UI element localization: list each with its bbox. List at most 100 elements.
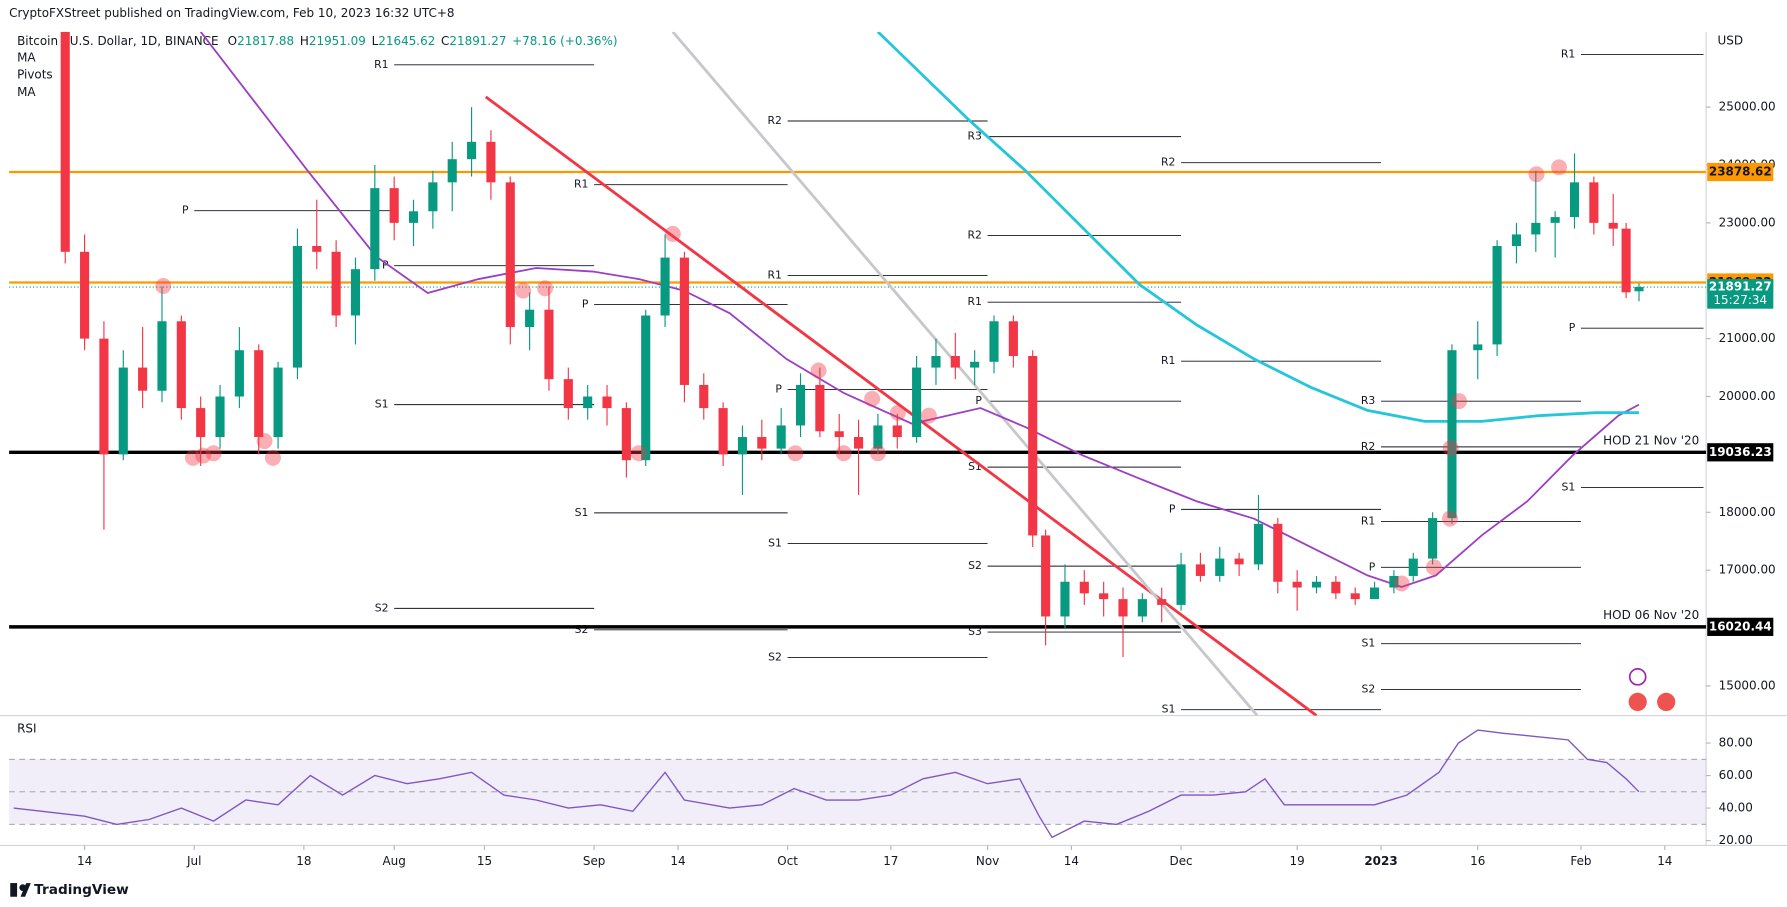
highlight	[195, 447, 212, 464]
candle-body	[621, 408, 631, 461]
level-label: HOD 21 Nov '20	[1603, 433, 1699, 447]
candle-body	[525, 309, 535, 328]
pivot-label: S1	[1562, 480, 1576, 493]
legend-value: 21951.09	[309, 34, 366, 48]
rsi-tick-label: 80.00	[1719, 736, 1753, 750]
y-tick-label: 15000.00	[1719, 678, 1776, 692]
candle-body	[699, 384, 709, 409]
candle-body	[1569, 182, 1580, 218]
candle-body	[795, 384, 806, 426]
current-price-box	[1707, 279, 1774, 309]
trendline	[484, 95, 1318, 716]
countdown: 15:27:34	[1713, 293, 1767, 307]
level-box	[1707, 162, 1774, 182]
candle-body	[931, 355, 941, 368]
highlight	[889, 404, 906, 421]
highlight	[787, 445, 804, 462]
highlight	[184, 449, 201, 466]
candle-body	[1350, 593, 1360, 600]
level-box	[1707, 617, 1774, 636]
legend-key: O	[228, 34, 237, 48]
candle-body	[331, 251, 341, 316]
pivot-label: S1	[768, 537, 782, 550]
legend-change: +78.16 (+0.36%)	[512, 34, 617, 48]
y-tick-label: 21000.00	[1719, 331, 1776, 345]
x-tick-label: 16	[1470, 854, 1485, 868]
candle-body	[834, 431, 844, 438]
pivot-label: R1	[1161, 354, 1175, 367]
highlight	[264, 449, 281, 466]
x-tick-label: Oct	[777, 854, 798, 868]
candle-body	[1234, 558, 1244, 565]
x-tick-label: 18	[296, 854, 311, 868]
candle-body	[292, 246, 302, 368]
candle-body	[815, 384, 825, 432]
candle-body	[370, 188, 380, 270]
candle-body	[602, 396, 612, 409]
x-tick-label: Nov	[976, 854, 999, 868]
highlight	[869, 445, 886, 462]
candle-body	[563, 379, 573, 409]
pivot-label: S1	[575, 506, 589, 519]
moving-average	[876, 31, 1639, 423]
pivot-label: R3	[967, 130, 982, 143]
x-tick-label: 19	[1290, 854, 1305, 868]
level-label: HOD 06 Nov '20	[1603, 608, 1699, 622]
candle-body	[1215, 558, 1225, 576]
y-tick-label: 20000.00	[1719, 389, 1776, 403]
pivot-label: R3	[1361, 394, 1376, 407]
candle-body	[467, 141, 477, 160]
candle-body	[1621, 228, 1631, 293]
pivot-label: S2	[575, 623, 589, 636]
candle-body	[254, 350, 264, 438]
event-icons	[1628, 668, 1676, 712]
candle-body	[1028, 355, 1038, 536]
level-value: 16020.44	[1709, 619, 1772, 633]
candle-body	[970, 361, 980, 368]
x-tick-label: 14	[77, 854, 92, 868]
candle-body	[1634, 287, 1644, 292]
currency: USD	[1717, 34, 1743, 48]
highlight	[864, 390, 881, 407]
pivot-label: P	[775, 383, 782, 396]
candle-body	[350, 269, 361, 316]
candle-body	[660, 257, 670, 316]
candle-body	[1273, 523, 1283, 582]
rsi-tick-label: 60.00	[1719, 768, 1753, 782]
candle-body	[1118, 599, 1128, 617]
candle-body	[1608, 222, 1618, 229]
highlight	[664, 225, 681, 242]
candle-body	[1447, 350, 1457, 519]
pivot-label: R2	[1161, 156, 1175, 169]
candle-body	[1389, 575, 1399, 588]
x-tick-label: 14	[1064, 854, 1079, 868]
candle-body	[1331, 581, 1341, 594]
candle-body	[176, 321, 186, 409]
level-value: 23878.62	[1709, 165, 1772, 179]
candle-body	[157, 321, 167, 391]
candle-body	[892, 425, 902, 438]
pivot-label: R1	[1361, 515, 1375, 528]
candle-body	[273, 367, 283, 438]
highlight	[515, 282, 532, 299]
candle-body	[138, 367, 148, 391]
highlight	[920, 407, 937, 424]
pivot-label: R2	[1361, 440, 1375, 453]
x-tick-label: 14	[1657, 854, 1672, 868]
candle-body	[505, 182, 515, 328]
candle-body	[447, 159, 457, 183]
highlight	[1528, 166, 1545, 183]
publisher: CryptoFXStreet published on TradingView.…	[9, 6, 454, 20]
candle-body	[854, 437, 864, 449]
rsi-band	[9, 759, 1707, 825]
candle-body	[389, 188, 399, 223]
candle-body	[1137, 599, 1147, 617]
highlight	[810, 362, 827, 379]
highlight	[1393, 575, 1410, 592]
candle-body	[60, 31, 70, 252]
highlight	[1442, 440, 1459, 457]
candle-body	[234, 350, 244, 397]
highlight	[537, 280, 554, 297]
candle-body	[1370, 587, 1380, 600]
candle-body	[776, 425, 786, 449]
